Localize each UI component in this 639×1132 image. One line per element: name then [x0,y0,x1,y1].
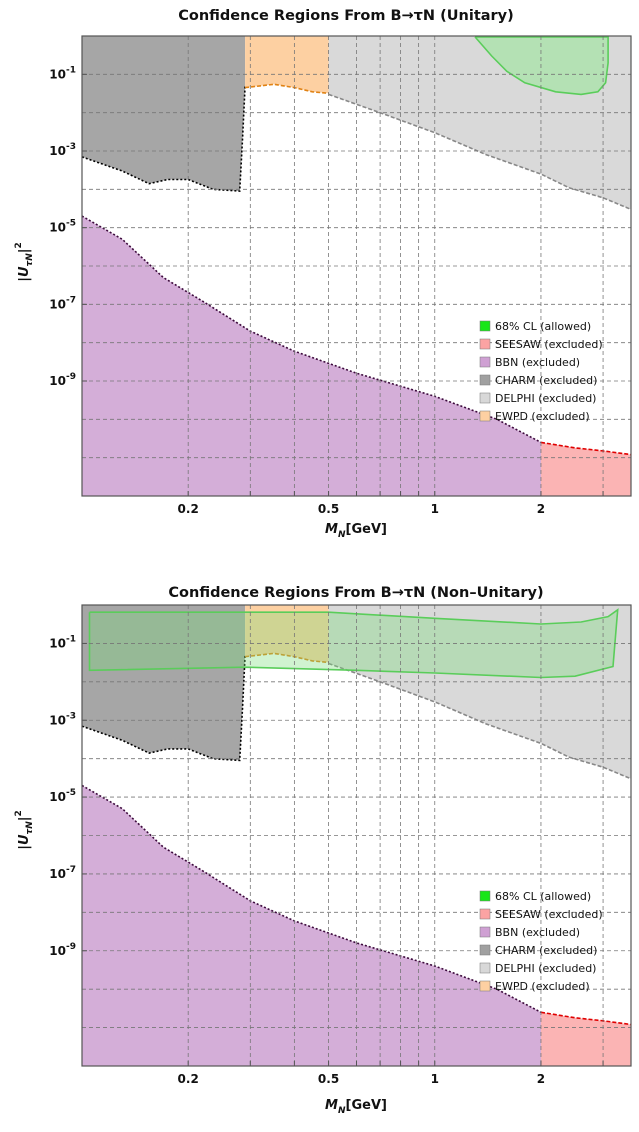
chart-panel-unitary: Confidence Regions From B→τN (Unitary) 0… [0,0,639,557]
legend-label: BBN (excluded) [495,926,580,939]
x-axis-label: MN[GeV] [325,1098,387,1115]
region-boundary-seesaw [540,441,631,456]
y-tick-label: 10-9 [49,942,76,958]
legend-swatch [479,890,491,902]
legend-label: EWPD (excluded) [495,410,590,423]
y-tick-label: 10-1 [49,634,76,650]
plot-area: 0.2 0.5 1 2 10-1 10-3 10-5 10-7 10-9 68% CL (allo… [49,604,632,1086]
legend-swatch [479,356,491,368]
legend-swatch [479,374,491,386]
legend-swatch [479,926,491,938]
plot-body [82,605,631,1066]
legend-label: SEESAW (excluded) [495,908,603,921]
region-boundary-68 [474,36,609,96]
legend-swatch [479,980,491,992]
legend-swatch [479,320,491,332]
x-tick-label: 2 [537,502,545,516]
region-boundary-bbn [82,784,542,1014]
legend-label: 68% CL (allowed) [495,320,591,333]
region-boundary-seesaw [540,1011,631,1026]
x-tick-label: 0.5 [318,1072,339,1086]
y-tick-label: 10-9 [49,372,76,388]
y-tick-label: 10-3 [49,711,76,727]
x-tick-label: 0.2 [178,1072,199,1086]
y-axis-label: |UτN|2 [14,810,35,850]
region-bbn [82,785,541,1066]
chart-title: Confidence Regions From B→τN (Unitary) [178,8,514,24]
y-tick-label: 10-5 [49,219,76,235]
legend-label: EWPD (excluded) [495,980,590,993]
x-tick-label: 0.2 [178,502,199,516]
region-charm [82,36,246,192]
region-boundary-bbn [82,215,542,444]
chart-title: Confidence Regions From B→τN (Non–Unitar… [168,585,543,601]
y-tick-label: 10-5 [49,788,76,804]
region-68 [475,36,609,95]
region-charm [82,605,246,761]
legend-swatch [479,338,491,350]
y-tick-label: 10-7 [49,295,76,311]
legend-swatch [479,944,491,956]
x-tick-label: 1 [431,1072,439,1086]
region-ewpd [245,605,329,663]
chart-panel-non-unitary: Confidence Regions From B→τN (Non–Unitar… [0,575,639,1132]
chart-unitary: Confidence Regions From B→τN (Unitary) 0… [14,8,632,540]
x-tick-label: 1 [431,502,439,516]
plot-body [82,36,631,496]
region-delphi [328,605,631,779]
y-tick-label: 10-1 [49,65,76,81]
legend-label: CHARM (excluded) [495,374,597,387]
legend-label: SEESAW (excluded) [495,338,603,351]
legend-label: 68% CL (allowed) [495,890,591,903]
region-boundary-68 [88,608,619,679]
y-axis-label: |UτN|2 [14,242,35,282]
legend-swatch [479,962,491,974]
legend-label: CHARM (excluded) [495,944,597,957]
legend-swatch [479,908,491,920]
legend-swatch [479,392,491,404]
legend-label: DELPHI (excluded) [495,962,596,975]
legend-label: BBN (excluded) [495,356,580,369]
region-seesaw [541,442,631,496]
plot-area: 0.2 0.5 1 2 10-1 10-3 10-5 10-7 10-9 68% CL (allo… [49,35,632,516]
y-tick-label: 10-3 [49,142,76,158]
region-boundary-charm [82,85,246,192]
x-tick-label: 0.5 [318,502,339,516]
region-ewpd [245,36,329,94]
legend-label: DELPHI (excluded) [495,392,596,405]
y-tick-label: 10-7 [49,865,76,881]
region-bbn [82,216,541,496]
legend-swatch [479,410,491,422]
x-axis-label: MN[GeV] [325,522,387,540]
region-seesaw [541,1012,631,1066]
x-tick-label: 2 [537,1072,545,1086]
region-boundary-charm [82,654,246,762]
region-68 [89,609,618,678]
chart-non-unitary: Confidence Regions From B→τN (Non–Unitar… [14,585,632,1115]
